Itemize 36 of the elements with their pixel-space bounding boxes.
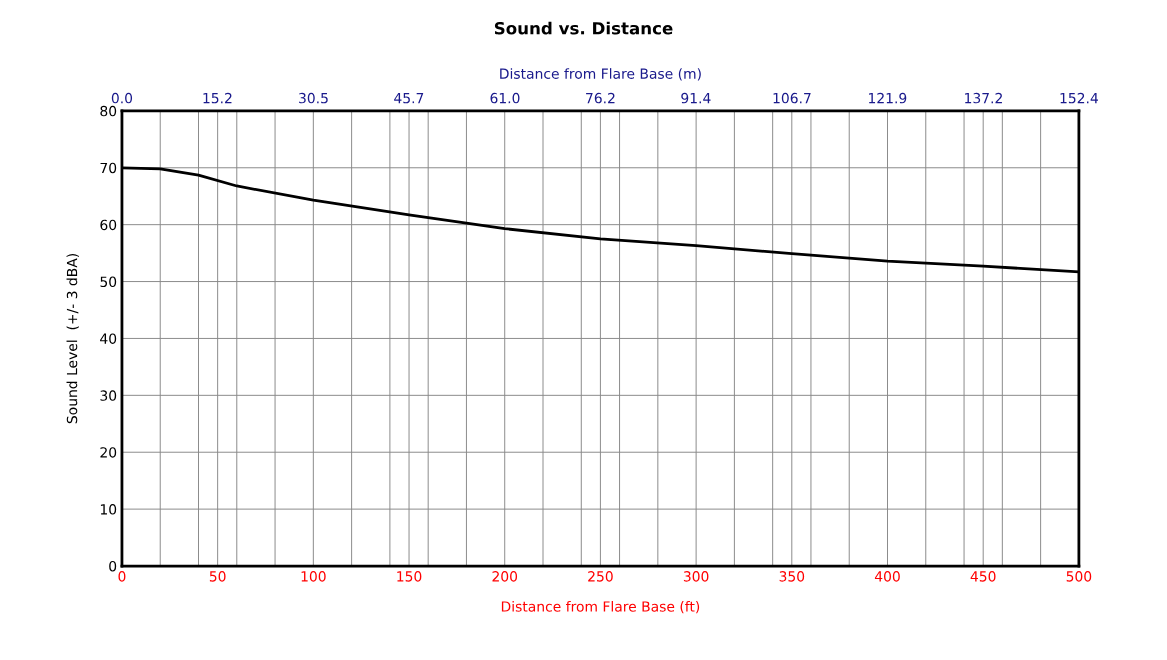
x-tick-label: 400 [874, 571, 900, 582]
y-tick-label: 50 [100, 276, 117, 288]
y-tick-label: 80 [100, 105, 117, 117]
x-axis-title: Distance from Flare Base (ft) [501, 600, 700, 614]
x2-tick-label: 152.4 [1060, 92, 1098, 104]
x2-tick-label: 91.4 [681, 92, 711, 104]
x-tick-label: 50 [209, 571, 226, 582]
x2-tick-label: 121.9 [869, 92, 907, 104]
y-tick-label: 60 [100, 219, 117, 231]
y-tick-label: 10 [100, 504, 117, 515]
line-series [121, 166, 1079, 274]
x2-tick-label: 45.7 [394, 93, 424, 104]
x2-tick-label: 76.2 [586, 92, 615, 104]
x-tick-label: 250 [588, 571, 613, 582]
x2-tick-label: 106.7 [773, 92, 811, 104]
x-tick-label: 100 [301, 571, 326, 582]
x2-tick-label: 61.0 [490, 92, 520, 104]
y-tick-label: 0 [109, 560, 117, 572]
x2-tick-label: 0.0 [111, 92, 133, 104]
x2-tick-label: 30.5 [299, 92, 328, 104]
x-tick-label: 200 [492, 571, 518, 582]
x-tick-label: 450 [970, 571, 996, 582]
x-tick-label: 350 [779, 571, 805, 582]
x2-axis-title: Distance from Flare Base (m) [500, 68, 701, 81]
y-tick-label: 30 [100, 390, 117, 401]
x-tick-label: 300 [683, 571, 709, 582]
chart-title: Sound vs. Distance [494, 21, 673, 35]
x2-tick-label: 137.2 [965, 92, 1002, 104]
y-axis-title: Sound Level (+/- 3 dBA) [66, 253, 79, 424]
y-tick-label: 70 [100, 162, 117, 174]
y-tick-label: 40 [100, 333, 117, 344]
x2-tick-label: 15.2 [203, 92, 232, 104]
x-tick-label: 500 [1066, 571, 1092, 582]
x-tick-label: 0 [118, 571, 126, 582]
y-tick-label: 20 [100, 447, 117, 458]
x-tick-label: 150 [397, 571, 422, 582]
